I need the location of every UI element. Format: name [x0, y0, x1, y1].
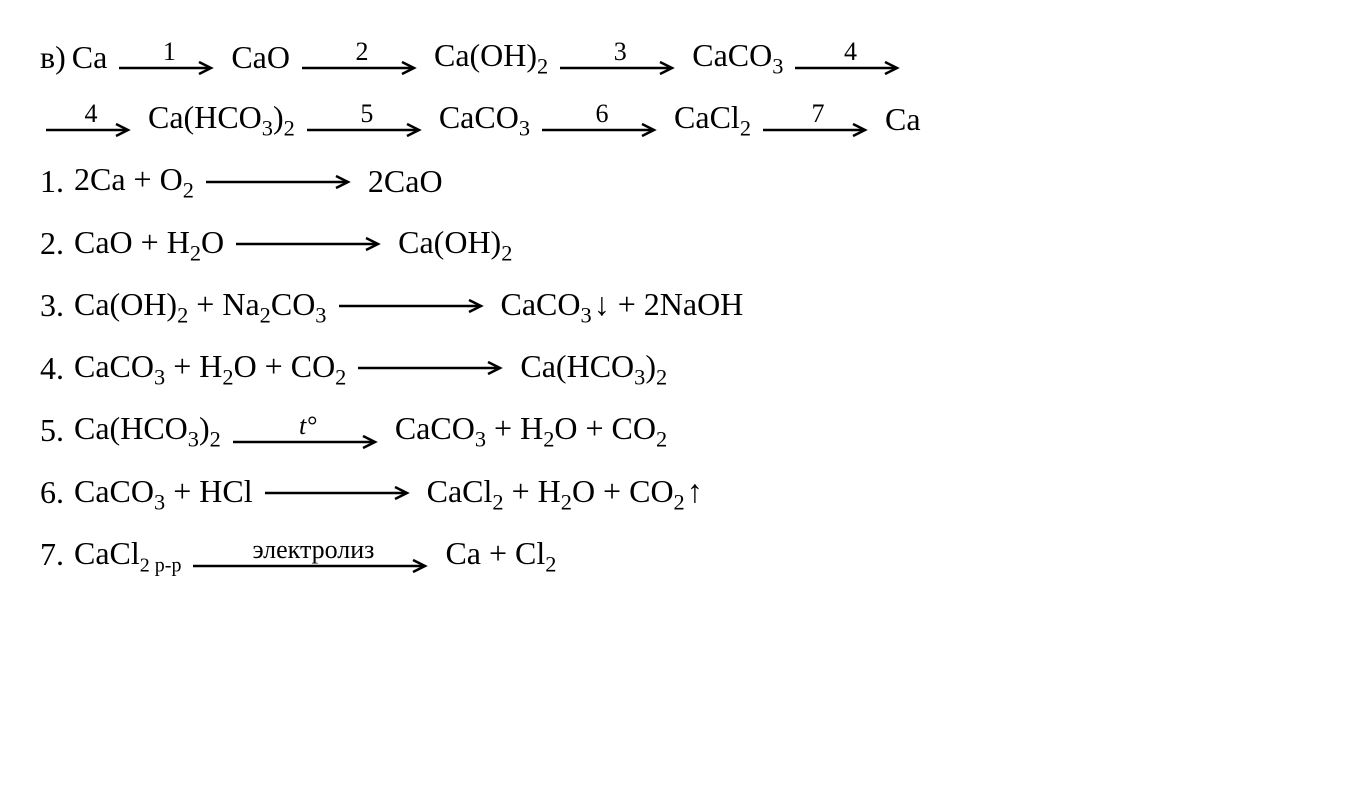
- species: Ca(HCO3)2: [148, 92, 295, 146]
- arrow: [265, 486, 415, 500]
- arrow-icon: [763, 123, 873, 137]
- equation-line: 1.2Ca + O2 2CaO: [40, 154, 1329, 208]
- arrow-icon: [206, 175, 356, 189]
- arrow-icon: [307, 123, 427, 137]
- chemistry-content: в) Ca 1 CaO 2 Ca(OH)2 3 CaCO3 4 4 Ca(HCO…: [40, 30, 1329, 582]
- arrow-icon: [236, 237, 386, 251]
- equation-lhs: CaCO3 + HCl: [74, 466, 253, 520]
- equation-number: 6.: [40, 467, 64, 518]
- arrow-icon: [46, 123, 136, 137]
- equation-lhs: Ca(OH)2 + Na2CO3: [74, 279, 327, 333]
- arrow-icon: [233, 435, 383, 449]
- scheme-line-2: 4 Ca(HCO3)2 5 CaCO3 6 CaCl2 7 Ca: [40, 92, 1329, 146]
- equation-lhs: 2Ca + O2: [74, 154, 194, 208]
- arrow-icon: [119, 61, 219, 75]
- equation-lhs: CaCO3 + H2O + CO2: [74, 341, 346, 395]
- equation-line: 2.CaO + H2O Ca(OH)2: [40, 217, 1329, 271]
- arrow: 4: [46, 101, 136, 137]
- arrow: 5: [307, 101, 427, 137]
- arrow: 3: [560, 39, 680, 75]
- arrow-icon: [193, 559, 433, 573]
- equation-rhs: 2CaO: [368, 156, 443, 207]
- arrow: t°: [233, 413, 383, 449]
- arrow-icon: [795, 61, 905, 75]
- arrow: [206, 175, 356, 189]
- scheme-line-1: в) Ca 1 CaO 2 Ca(OH)2 3 CaCO3 4: [40, 30, 1329, 84]
- arrow: 1: [119, 39, 219, 75]
- equations-list: 1.2Ca + O2 2CaO 2.CaO + H2O Ca(OH)2 3.Ca(OH)…: [40, 154, 1329, 582]
- equation-rhs: CaCl2 + H2O + CO2↑: [427, 466, 703, 520]
- species: Ca(OH)2: [434, 30, 548, 84]
- equation-line: 7.CaCl2 p-p электролиз Ca + Cl2: [40, 528, 1329, 582]
- arrow: [358, 361, 508, 375]
- species: Ca: [72, 32, 108, 83]
- arrow: 7: [763, 101, 873, 137]
- equation-rhs: CaCO3 + H2O + CO2: [395, 403, 667, 457]
- equation-number: 5.: [40, 405, 64, 456]
- equation-lhs: CaO + H2O: [74, 217, 224, 271]
- arrow-icon: [542, 123, 662, 137]
- species: CaCO3: [692, 30, 783, 84]
- species: Ca: [885, 94, 921, 145]
- species: CaCO3: [439, 92, 530, 146]
- equation-line: 5.Ca(HCO3)2 t° CaCO3 + H2O + CO2: [40, 403, 1329, 457]
- arrow: 6: [542, 101, 662, 137]
- arrow-icon: [265, 486, 415, 500]
- arrow: [339, 299, 489, 313]
- equation-number: 2.: [40, 218, 64, 269]
- arrow: 2: [302, 39, 422, 75]
- equation-line: 6.CaCO3 + HCl CaCl2 + H2O + CO2↑: [40, 466, 1329, 520]
- equation-rhs: Ca(OH)2: [398, 217, 512, 271]
- equation-lhs: Ca(HCO3)2: [74, 403, 221, 457]
- equation-rhs: Ca(HCO3)2: [520, 341, 667, 395]
- equation-number: 3.: [40, 280, 64, 331]
- scheme-prefix: в): [40, 32, 66, 83]
- arrow-icon: [302, 61, 422, 75]
- arrow: [236, 237, 386, 251]
- arrow-icon: [560, 61, 680, 75]
- equation-line: 3.Ca(OH)2 + Na2CO3 CaCO3↓ + 2NaOH: [40, 279, 1329, 333]
- equation-line: 4.CaCO3 + H2O + CO2 Ca(HCO3)2: [40, 341, 1329, 395]
- equation-lhs: CaCl2 p-p: [74, 528, 181, 581]
- equation-number: 4.: [40, 343, 64, 394]
- species: CaO: [231, 32, 290, 83]
- arrow: электролиз: [193, 537, 433, 573]
- equation-number: 1.: [40, 156, 64, 207]
- equation-number: 7.: [40, 529, 64, 580]
- arrow-icon: [339, 299, 489, 313]
- arrow-icon: [358, 361, 508, 375]
- equation-rhs: CaCO3↓ + 2NaOH: [501, 279, 744, 333]
- equation-rhs: Ca + Cl2: [445, 528, 556, 582]
- species: CaCl2: [674, 92, 751, 146]
- arrow: 4: [795, 39, 905, 75]
